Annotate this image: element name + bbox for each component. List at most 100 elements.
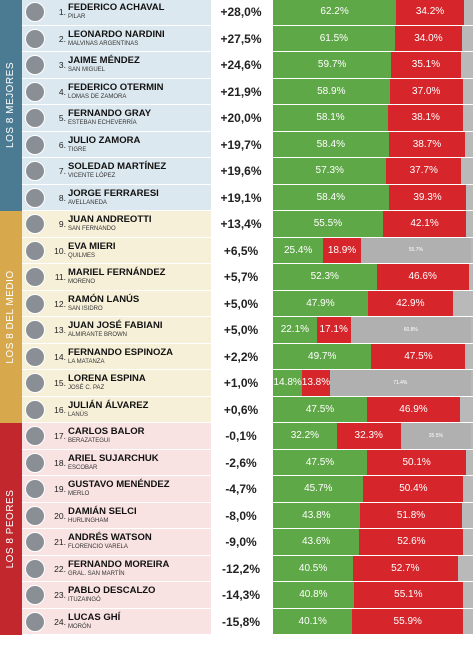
disapprove-bar-label: 50.1% (402, 456, 431, 468)
disapprove-bar-label: 46.6% (408, 271, 437, 283)
name: CARLOS BALOR (68, 426, 145, 437)
district: MALVINAS ARGENTINAS (68, 40, 139, 47)
net-value: +1,0% (223, 376, 259, 390)
disapprove-bar-label: 38.7% (412, 138, 442, 150)
rank: 7. (58, 166, 66, 176)
district: SAN FERNANDO (68, 226, 116, 232)
photo (25, 2, 45, 22)
name: FERNANDO MOREIRA (68, 558, 170, 570)
rank: 11. (54, 272, 66, 282)
photo (25, 585, 45, 605)
approve-bar: 14.8% (273, 370, 303, 396)
photo (25, 240, 45, 261)
disapprove-bar: 34.0% (394, 25, 463, 51)
approve-bar-label: 43.8% (302, 509, 331, 521)
row-divider (22, 130, 473, 132)
approve-bar: 61.5% (273, 25, 395, 51)
other-bar: 71.4% (329, 370, 471, 396)
row-divider (22, 77, 473, 79)
photo (25, 267, 45, 287)
row-divider (22, 183, 473, 185)
disapprove-bar: 37.7% (386, 158, 462, 184)
disapprove-bar: 34.2% (396, 0, 464, 25)
approve-bar-label: 49.7% (308, 350, 337, 362)
approve-bar-label: 40.1% (298, 615, 327, 627)
disapprove-bar: 39.3% (388, 184, 467, 210)
net-value: -12,2% (221, 561, 261, 576)
approve-bar-label: 45.7% (304, 483, 333, 495)
net-value: +21,9% (220, 84, 262, 99)
rank: 10. (54, 245, 66, 256)
photo (25, 320, 45, 340)
name: LORENA ESPINA (68, 373, 146, 384)
approve-bar-label: 47.9% (306, 297, 335, 309)
rank: 23. (54, 590, 66, 600)
name: RAMÓN LANÚS (68, 293, 140, 305)
row-divider (22, 157, 473, 158)
approve-bar-label: 58.1% (316, 112, 345, 124)
row-divider (22, 448, 473, 450)
district: BERAZATEGUI (68, 438, 110, 444)
disapprove-bar: 50.1% (367, 449, 467, 475)
other-bar-label: 35.5% (428, 432, 443, 439)
approve-bar: 40.1% (273, 608, 353, 634)
net-value: -15,8% (221, 614, 261, 629)
disapprove-bar-label: 17.1% (319, 324, 348, 336)
approve-bar-label: 52.3% (310, 271, 339, 283)
net-value: -9,0% (225, 535, 257, 549)
disapprove-bar: 18.9% (323, 237, 361, 263)
rank: 1. (58, 7, 66, 17)
photo (25, 214, 45, 234)
disapprove-bar-label: 42.1% (410, 218, 439, 230)
approve-bar-label: 58.9% (317, 85, 346, 97)
name: FEDERICO OTERMIN (68, 81, 164, 93)
row-divider (22, 342, 473, 344)
photo (25, 293, 45, 314)
approve-bar-label: 43.6% (301, 536, 331, 548)
approve-bar: 62.2% (273, 0, 397, 25)
district: ALMIRANTE BROWN (68, 332, 128, 338)
approve-bar: 52.3% (273, 264, 377, 290)
photo (25, 373, 45, 393)
net-value: +27,5% (220, 31, 262, 46)
row-divider (22, 369, 473, 370)
district: LA MATANZA (68, 358, 105, 365)
approve-bar-label: 62.2% (320, 6, 349, 18)
disapprove-bar: 47.5% (371, 343, 466, 369)
approve-bar: 47.9% (273, 290, 368, 316)
district: TIGRE (68, 146, 87, 153)
approve-bar: 40.5% (273, 555, 354, 581)
disapprove-bar-label: 52.6% (397, 536, 426, 548)
approve-bar-label: 25.4% (283, 244, 313, 256)
district: HURLINGHAM (68, 517, 109, 524)
photo (25, 399, 45, 420)
disapprove-bar: 17.1% (316, 317, 351, 343)
photo (25, 55, 45, 75)
approve-bar: 55.5% (273, 211, 383, 237)
row-divider (22, 51, 473, 52)
approve-bar-label: 40.8% (299, 589, 328, 601)
approve-bar: 25.4% (273, 237, 324, 263)
rank: 13. (54, 325, 66, 335)
rank: 17. (54, 431, 66, 441)
district: SAN ISIDRO (68, 305, 103, 312)
disapprove-bar-label: 51.8% (396, 509, 426, 521)
name: EVA MIERI (68, 240, 116, 252)
name: FERNANDO GRAY (68, 108, 152, 119)
row-divider (22, 475, 473, 476)
row-divider (22, 210, 473, 211)
rank: 6. (58, 139, 66, 150)
net-value: +24,6% (220, 58, 262, 72)
other-bar: 55.7% (360, 237, 471, 263)
name: JUAN JOSÉ FABIANI (68, 320, 163, 331)
district: QUILMES (68, 252, 96, 259)
disapprove-bar-label: 35.1% (411, 59, 441, 71)
name: FEDERICO ACHAVAL (68, 2, 165, 13)
name: LUCAS GHÍ (68, 611, 121, 623)
rank: 3. (58, 60, 66, 70)
row-divider (22, 528, 473, 529)
disapprove-bar: 32.3% (336, 423, 401, 449)
net-value: -8,0% (225, 508, 257, 523)
net-value: +19,7% (220, 137, 262, 152)
row-divider (22, 316, 473, 317)
